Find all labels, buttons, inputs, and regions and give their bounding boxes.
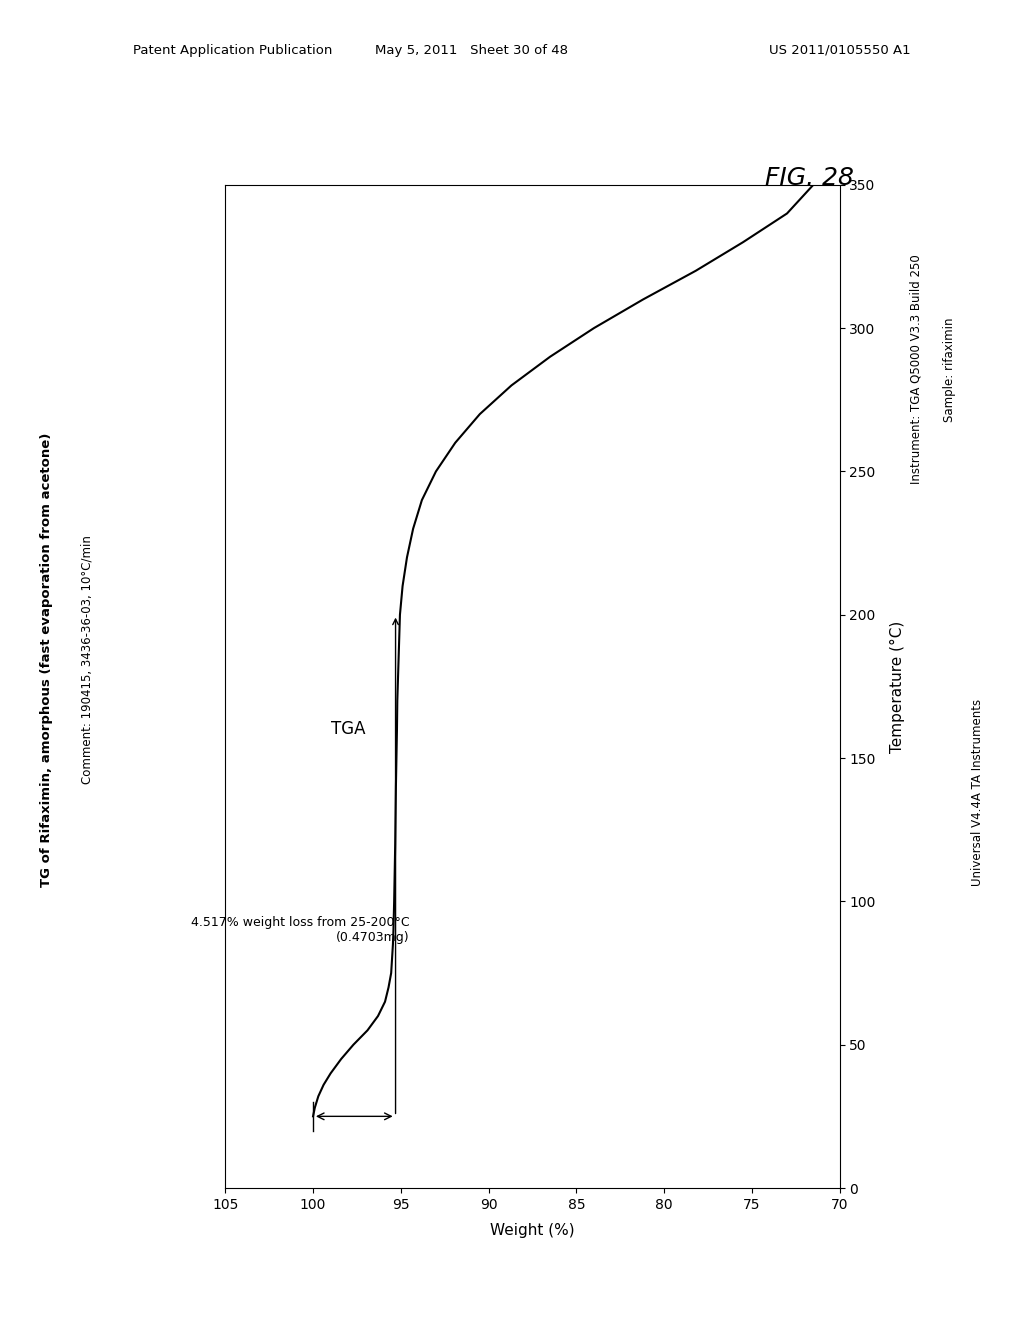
Text: FIG. 28: FIG. 28 — [765, 166, 853, 190]
Text: Instrument: TGA Q5000 V3.3 Build 250: Instrument: TGA Q5000 V3.3 Build 250 — [910, 255, 923, 484]
Text: Patent Application Publication: Patent Application Publication — [133, 44, 333, 57]
Text: May 5, 2011   Sheet 30 of 48: May 5, 2011 Sheet 30 of 48 — [375, 44, 567, 57]
Text: Universal V4.4A TA Instruments: Universal V4.4A TA Instruments — [972, 698, 984, 886]
Y-axis label: Temperature (°C): Temperature (°C) — [890, 620, 904, 752]
Text: 4.517% weight loss from 25-200°C
(0.4703mg): 4.517% weight loss from 25-200°C (0.4703… — [190, 916, 410, 944]
Text: TGA: TGA — [331, 721, 366, 738]
X-axis label: Weight (%): Weight (%) — [490, 1222, 574, 1238]
Text: Sample: rifaximin: Sample: rifaximin — [943, 317, 955, 422]
Text: US 2011/0105550 A1: US 2011/0105550 A1 — [769, 44, 910, 57]
Text: TG of Rifaximin, amorphous (fast evaporation from acetone): TG of Rifaximin, amorphous (fast evapora… — [40, 433, 52, 887]
Text: Comment: 190415, 3436-36-03, 10°C/min: Comment: 190415, 3436-36-03, 10°C/min — [81, 536, 93, 784]
